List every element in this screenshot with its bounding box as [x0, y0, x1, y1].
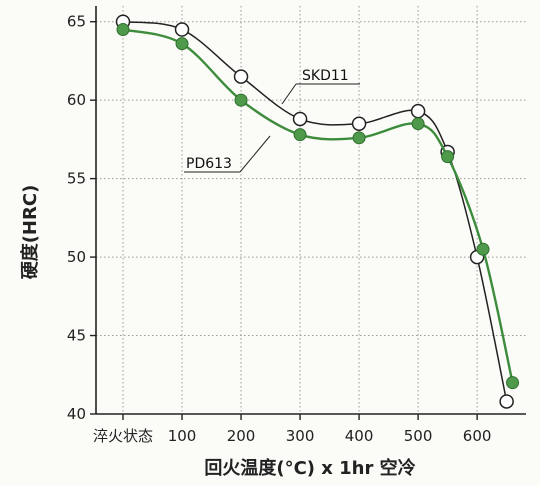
- point-skd11: [410, 103, 426, 119]
- point-pd613: [411, 117, 425, 131]
- point-pd613: [116, 23, 130, 37]
- point-skd11: [292, 111, 308, 127]
- y-axis-title: 硬度(HRC): [19, 185, 41, 280]
- y-tick-label: 65: [67, 13, 86, 31]
- skd11-label: SKD11: [302, 68, 349, 84]
- point-skd11: [499, 394, 514, 409]
- pd613-leader-line: [239, 135, 271, 173]
- point-pd613: [476, 242, 490, 256]
- point-pd613: [506, 376, 520, 390]
- x-tick-label: 400: [345, 427, 374, 445]
- pd613-label: PD613: [186, 156, 232, 172]
- point-pd613: [175, 37, 189, 51]
- point-pd613: [352, 131, 366, 145]
- y-tick-label: 55: [67, 170, 86, 188]
- series-labels: SKD11 PD613: [184, 68, 360, 173]
- x-tick-label: 500: [404, 427, 433, 445]
- y-tick-label: 40: [67, 405, 86, 423]
- point-skd11: [351, 116, 367, 131]
- y-tick-labels: 40 45 50 55 60 65: [67, 13, 96, 423]
- point-skd11: [174, 22, 190, 37]
- x-tick-labels: 淬火状态 100 200 300 400 500 600: [93, 414, 491, 445]
- x-tick-label: 100: [168, 427, 197, 445]
- x-axis-title: 回火温度(°C) x 1hr 空冷: [204, 457, 415, 479]
- point-pd613: [293, 128, 307, 142]
- axes: [95, 6, 526, 415]
- point-pd613: [441, 150, 455, 164]
- point-skd11: [233, 69, 249, 84]
- x-tick-label: 300: [286, 427, 315, 445]
- skd11-leader-line: [281, 83, 297, 105]
- series-group: [115, 14, 520, 409]
- point-pd613: [234, 93, 248, 107]
- y-tick-label: 60: [67, 91, 86, 109]
- x-tick-label: 600: [463, 427, 492, 445]
- x-tick-label: 200: [227, 427, 256, 445]
- x-tick-label: 淬火状态: [93, 427, 153, 445]
- y-tick-label: 45: [67, 327, 86, 345]
- y-tick-label: 50: [67, 248, 86, 266]
